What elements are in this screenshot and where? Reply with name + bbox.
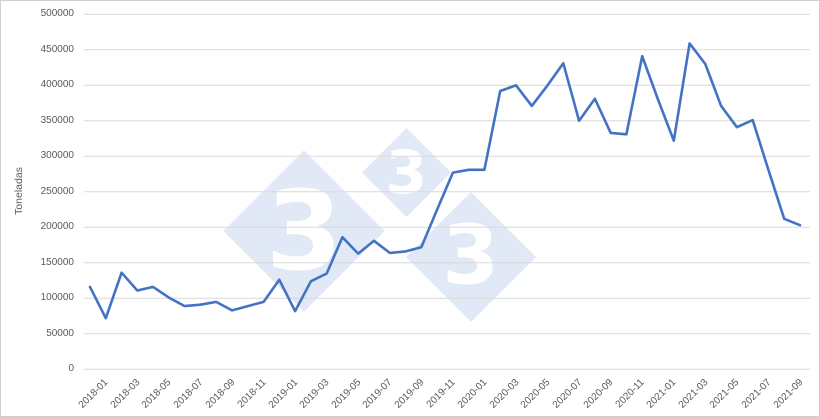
y-tick-label: 100000: [40, 292, 74, 304]
data-line: [88, 42, 802, 320]
y-tick-label: 200000: [40, 221, 74, 233]
y-tick-label: 450000: [40, 43, 74, 55]
y-tick-label: 400000: [40, 79, 74, 91]
y-tick-label: 250000: [40, 185, 74, 197]
y-tick-label: 350000: [40, 114, 74, 126]
y-tick-label: 0: [68, 363, 74, 375]
y-tick-label: 50000: [46, 327, 74, 339]
y-tick-label: 300000: [40, 150, 74, 162]
y-tick-label: 500000: [40, 8, 74, 20]
y-tick-label: 150000: [40, 256, 74, 268]
